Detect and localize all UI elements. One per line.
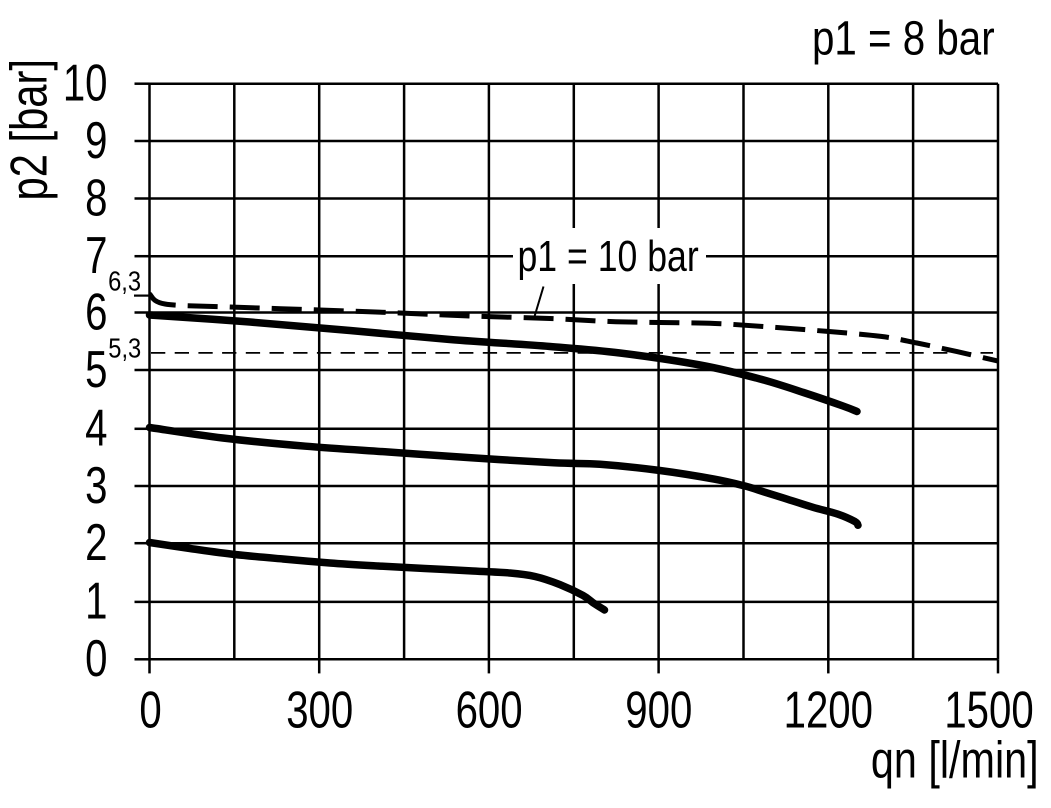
svg-text:8: 8: [85, 168, 107, 226]
svg-text:5,3: 5,3: [108, 332, 141, 364]
svg-text:p1 = 10 bar: p1 = 10 bar: [518, 233, 699, 281]
svg-text:2: 2: [85, 513, 107, 571]
svg-text:900: 900: [625, 681, 692, 739]
svg-text:3: 3: [85, 456, 107, 514]
svg-text:1200: 1200: [784, 681, 873, 739]
svg-text:6: 6: [85, 282, 107, 340]
svg-text:10: 10: [63, 54, 108, 112]
svg-text:9: 9: [85, 111, 107, 169]
svg-text:p2 [bar]: p2 [bar]: [1, 59, 58, 200]
svg-text:300: 300: [286, 681, 353, 739]
svg-text:600: 600: [456, 681, 523, 739]
svg-text:qn [l/min]: qn [l/min]: [871, 731, 1039, 788]
svg-text:p1 = 8 bar: p1 = 8 bar: [812, 12, 995, 65]
svg-text:5: 5: [85, 340, 107, 398]
svg-text:7: 7: [85, 226, 107, 284]
svg-text:0: 0: [139, 681, 161, 739]
svg-text:6,3: 6,3: [108, 265, 141, 297]
svg-text:1: 1: [85, 572, 107, 630]
svg-text:4: 4: [85, 399, 107, 457]
svg-text:1500: 1500: [944, 681, 1033, 739]
svg-text:0: 0: [85, 629, 107, 687]
